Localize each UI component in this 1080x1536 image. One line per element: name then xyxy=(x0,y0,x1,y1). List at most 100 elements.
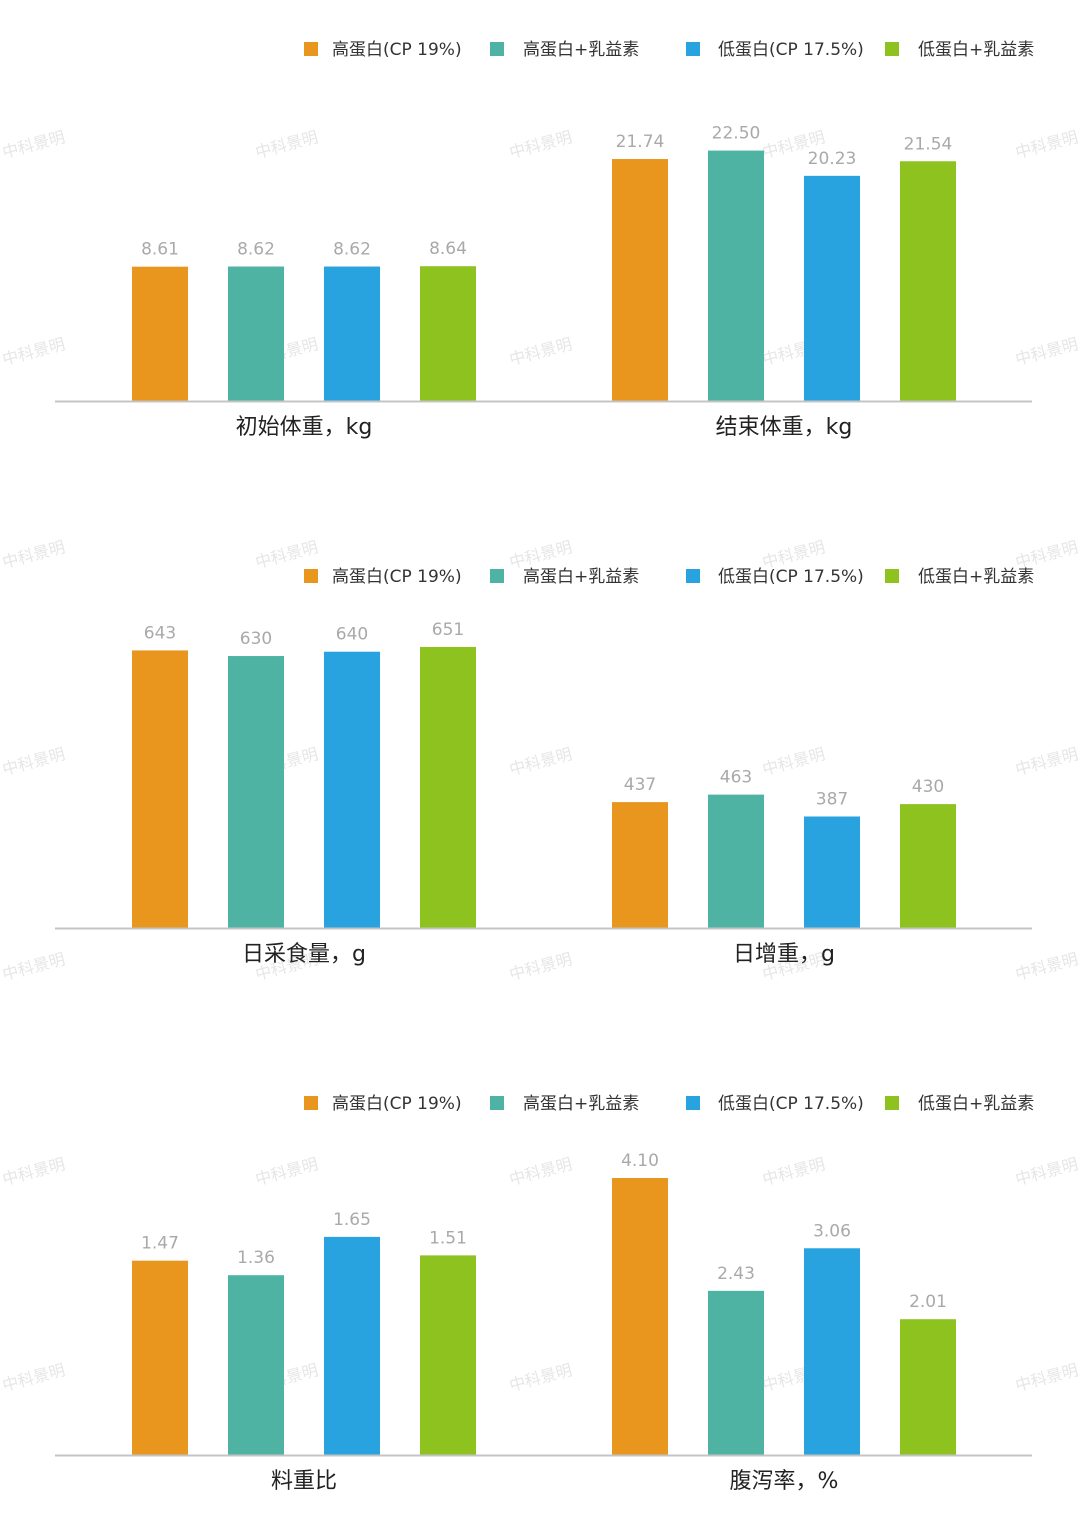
watermark-text: 中科景明 xyxy=(507,949,574,984)
data-label: 8.62 xyxy=(237,240,275,260)
data-label: 21.54 xyxy=(904,134,953,154)
watermark-text: 中科景明 xyxy=(0,744,67,779)
data-label: 1.65 xyxy=(333,1210,371,1230)
legend-swatch xyxy=(304,569,318,583)
data-label: 8.61 xyxy=(141,240,179,260)
category-label: 日采食量，g xyxy=(242,942,366,967)
watermark-text: 中科景明 xyxy=(0,127,67,162)
legend-swatch xyxy=(686,1096,700,1110)
legend-label: 低蛋白+乳益素 xyxy=(918,567,1034,587)
watermark-text: 中科景明 xyxy=(253,537,320,572)
bar xyxy=(708,1290,764,1455)
legend-swatch xyxy=(490,1096,504,1110)
chart-panel: 高蛋白(CP 19%) 高蛋白+乳益素 低蛋白(CP 17.5%) 低蛋白+乳益素 1.… xyxy=(55,1094,1034,1494)
legend-label: 高蛋白+乳益素 xyxy=(523,1094,639,1114)
legend-swatch xyxy=(885,42,899,56)
bar xyxy=(228,1275,284,1455)
bar xyxy=(420,266,476,401)
legend-swatch xyxy=(490,569,504,583)
watermark-text: 中科景明 xyxy=(253,1154,320,1189)
bar xyxy=(132,650,188,928)
data-label: 21.74 xyxy=(616,132,665,152)
watermark-text: 中科景明 xyxy=(1013,127,1080,162)
bar xyxy=(324,266,380,401)
data-label: 8.64 xyxy=(429,239,467,259)
data-label: 8.62 xyxy=(333,240,371,260)
data-label: 630 xyxy=(240,629,272,649)
data-label: 22.50 xyxy=(712,124,761,144)
legend-label: 高蛋白(CP 19%) xyxy=(332,40,462,60)
bar xyxy=(804,175,860,401)
data-label: 463 xyxy=(720,768,752,788)
legend-label: 低蛋白+乳益素 xyxy=(918,1094,1034,1114)
data-label: 20.23 xyxy=(808,149,857,169)
watermark-text: 中科景明 xyxy=(507,1154,574,1189)
watermark-text: 中科景明 xyxy=(760,744,827,779)
watermark-text: 中科景明 xyxy=(0,1360,67,1395)
watermark-text: 中科景明 xyxy=(1013,1360,1080,1395)
legend-swatch xyxy=(686,569,700,583)
bar xyxy=(420,1255,476,1455)
legend-label: 低蛋白+乳益素 xyxy=(918,40,1034,60)
bar xyxy=(900,161,956,401)
data-label: 2.43 xyxy=(717,1264,755,1284)
watermark-text: 中科景明 xyxy=(1013,334,1080,369)
data-label: 4.10 xyxy=(621,1151,659,1171)
bar xyxy=(324,1236,380,1455)
bar xyxy=(612,159,668,401)
legend-swatch xyxy=(304,1096,318,1110)
legend-label: 高蛋白+乳益素 xyxy=(523,40,639,60)
data-label: 651 xyxy=(432,620,464,640)
bar xyxy=(420,646,476,928)
watermark-text: 中科景明 xyxy=(1013,1154,1080,1189)
legend-label: 高蛋白(CP 19%) xyxy=(332,1094,462,1114)
chart-legend: 高蛋白(CP 19%) 高蛋白+乳益素 低蛋白(CP 17.5%) 低蛋白+乳益素 xyxy=(304,1094,1034,1114)
category-label: 初始体重，kg xyxy=(236,415,373,440)
bar xyxy=(612,802,668,928)
bar xyxy=(132,266,188,401)
bar xyxy=(804,816,860,928)
legend-label: 高蛋白+乳益素 xyxy=(523,567,639,587)
watermark-text: 中科景明 xyxy=(507,744,574,779)
legend-label: 低蛋白(CP 17.5%) xyxy=(718,567,864,587)
watermark-text: 中科景明 xyxy=(507,127,574,162)
data-label: 430 xyxy=(912,777,944,797)
bar xyxy=(228,266,284,401)
chart-legend: 高蛋白(CP 19%) 高蛋白+乳益素 低蛋白(CP 17.5%) 低蛋白+乳益素 xyxy=(304,567,1034,587)
legend-swatch xyxy=(885,569,899,583)
bar xyxy=(708,794,764,928)
legend-label: 低蛋白(CP 17.5%) xyxy=(718,1094,864,1114)
watermark-text: 中科景明 xyxy=(1013,949,1080,984)
watermark-text: 中科景明 xyxy=(1013,744,1080,779)
data-label: 1.36 xyxy=(237,1248,275,1268)
chart-panel: 高蛋白(CP 19%) 高蛋白+乳益素 低蛋白(CP 17.5%) 低蛋白+乳益素 8.… xyxy=(55,40,1034,440)
watermark-text: 中科景明 xyxy=(0,537,67,572)
bar xyxy=(900,1319,956,1455)
chart-panel: 高蛋白(CP 19%) 高蛋白+乳益素 低蛋白(CP 17.5%) 低蛋白+乳益素 64… xyxy=(55,567,1034,967)
data-label: 1.47 xyxy=(141,1234,179,1254)
data-label: 3.06 xyxy=(813,1221,851,1241)
bar xyxy=(900,804,956,928)
watermark-text: 中科景明 xyxy=(507,334,574,369)
watermark-text: 中科景明 xyxy=(0,1154,67,1189)
legend-swatch xyxy=(304,42,318,56)
bar xyxy=(708,150,764,401)
bar xyxy=(612,1178,668,1455)
bar xyxy=(132,1260,188,1455)
bar xyxy=(804,1248,860,1455)
watermark-text: 中科景明 xyxy=(760,1154,827,1189)
legend-swatch xyxy=(885,1096,899,1110)
bar xyxy=(228,656,284,928)
watermark-text: 中科景明 xyxy=(0,949,67,984)
watermark-text: 中科景明 xyxy=(0,334,67,369)
legend-label: 高蛋白(CP 19%) xyxy=(332,567,462,587)
legend-label: 低蛋白(CP 17.5%) xyxy=(718,40,864,60)
chart-legend: 高蛋白(CP 19%) 高蛋白+乳益素 低蛋白(CP 17.5%) 低蛋白+乳益素 xyxy=(304,40,1034,60)
category-label: 日增重，g xyxy=(733,942,835,967)
watermark-text: 中科景明 xyxy=(507,1360,574,1395)
category-label: 腹泻率，% xyxy=(730,1469,839,1494)
data-label: 387 xyxy=(816,790,848,810)
category-label: 料重比 xyxy=(271,1469,337,1494)
legend-swatch xyxy=(686,42,700,56)
